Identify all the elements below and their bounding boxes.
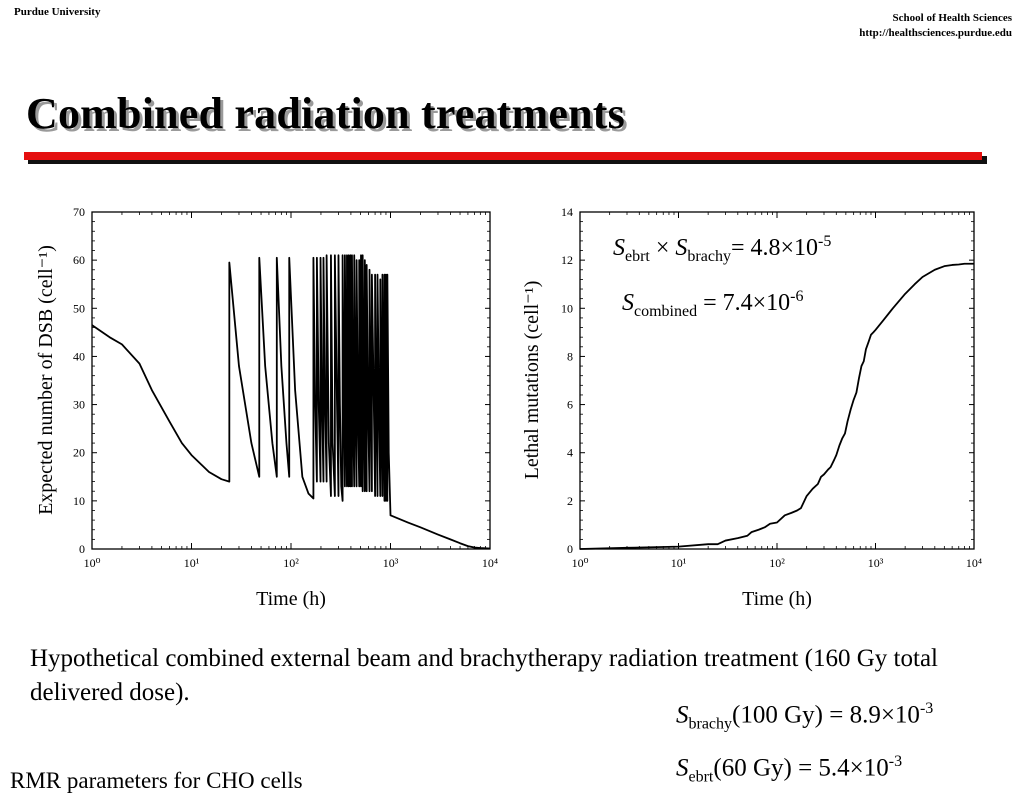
brachy-symbol: S — [676, 701, 689, 729]
chart0-series-line — [91, 254, 491, 550]
chart1-xtick-label: 10³ — [868, 556, 884, 570]
chart0-xtick-label: 10³ — [383, 556, 399, 570]
school-name: School of Health Sciences — [892, 12, 1012, 24]
chart1-ytick-label: 10 — [561, 301, 573, 315]
product-s1: S — [613, 235, 625, 261]
ebrt-exponent: -3 — [888, 753, 903, 770]
product-annotation: Sebrt × Sbrachy= 4.8×10-5 — [613, 233, 831, 266]
ebrt-value: (60 Gy) = 5.4×10 — [713, 754, 889, 782]
chart1-ytick-label: 4 — [567, 446, 573, 460]
chart1-ytick-label: 6 — [567, 398, 573, 412]
title-rule — [24, 152, 982, 160]
chart0-xtick-label: 10⁰ — [84, 556, 101, 570]
product-sub1: ebrt — [625, 247, 650, 265]
brachy-survival-formula: Sbrachy(100 Gy) = 8.9×10-3 — [676, 700, 933, 733]
combined-s: S — [622, 290, 634, 316]
chart1-ytick-label: 12 — [561, 253, 573, 267]
brachy-exponent: -3 — [919, 700, 934, 717]
ebrt-subscript: ebrt — [688, 768, 714, 786]
treatment-description: Hypothetical combined external beam and … — [30, 645, 938, 706]
chart1-y-axis-label: Lethal mutations (cell⁻¹) — [521, 281, 543, 480]
chart0-ytick-label: 70 — [73, 205, 85, 219]
chart1-xtick-label: 10⁰ — [572, 556, 589, 570]
product-eq: = 4.8×10 — [730, 235, 819, 261]
combined-eq: = 7.4×10 — [697, 290, 791, 316]
chart1-ytick-label: 0 — [567, 542, 573, 556]
chart0-xtick-label: 10⁴ — [482, 556, 498, 570]
university-name: Purdue University — [14, 6, 101, 18]
product-exp: -5 — [818, 233, 832, 250]
school-url: http://healthsciences.purdue.edu — [859, 27, 1012, 39]
brachy-subscript: brachy — [688, 715, 733, 733]
combined-sub: combined — [634, 302, 698, 320]
ebrt-symbol: S — [676, 754, 689, 782]
chart0-y-axis-label: Expected number of DSB (cell⁻¹) — [35, 245, 57, 515]
chart1-ytick-label: 2 — [567, 494, 573, 508]
chart1-xtick-label: 10¹ — [671, 556, 687, 570]
title-rule-shadow — [28, 156, 987, 164]
chart1-xtick-label: 10² — [769, 556, 785, 570]
chart0-ytick-label: 30 — [73, 398, 85, 412]
chart0-ytick-label: 40 — [73, 349, 85, 363]
chart0-ytick-label: 10 — [73, 494, 85, 508]
chart1-ytick-label: 14 — [561, 205, 573, 219]
product-sub2: brachy — [687, 247, 731, 265]
chart0-ytick-label: 60 — [73, 253, 85, 267]
ebrt-survival-formula: Sebrt(60 Gy) = 5.4×10-3 — [676, 753, 902, 786]
dsb-chart: 0 10 20 30 40 50 60 70 10⁰ 10¹ 10² 10³ 10⁴ Time (h) Ex… — [35, 205, 498, 610]
chart1-x-axis-label: Time (h) — [742, 588, 812, 610]
chart1-ytick-label: 8 — [567, 349, 573, 363]
combined-exp: -6 — [790, 288, 804, 305]
chart0-xtick-label: 10² — [283, 556, 299, 570]
combined-annotation: Scombined = 7.4×10-6 — [622, 288, 804, 321]
lethal-mutations-chart: 0 2 4 6 8 10 12 14 10⁰ 10¹ 10² 10³ 10⁴ Time (h) Lethal… — [521, 205, 982, 610]
chart1-series-line — [579, 262, 974, 550]
brachy-value: (100 Gy) = 8.9×10 — [732, 701, 920, 729]
chart0-xtick-label: 10¹ — [184, 556, 200, 570]
chart0-ytick-label: 20 — [73, 446, 85, 460]
footer-note: RMR parameters for CHO cells — [10, 768, 303, 793]
product-times: × — [649, 235, 676, 261]
slide-title: Combined radiation treatments — [26, 89, 625, 138]
chart0-ytick-label: 0 — [79, 542, 85, 556]
chart1-xtick-label: 10⁴ — [966, 556, 982, 570]
chart0-ytick-label: 50 — [73, 301, 85, 315]
chart0-x-axis-label: Time (h) — [256, 588, 326, 610]
header-school-block: School of Health Sciences http://healths… — [859, 11, 1012, 41]
product-s2: S — [675, 235, 688, 261]
chart0-plot-frame — [91, 211, 491, 550]
